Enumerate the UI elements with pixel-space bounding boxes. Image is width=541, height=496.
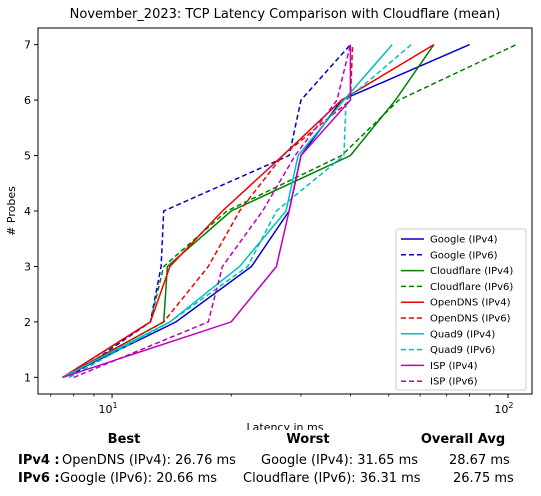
series-line-3: [62, 43, 517, 379]
x-tick-label: 102: [494, 401, 513, 416]
y-axis-label: # Probes: [5, 186, 18, 236]
summary-header-avg: Overall Avg: [420, 432, 506, 447]
x-axis-label: Latency in ms: [247, 421, 324, 430]
summary-row-ipv4-label: IPv4 :: [18, 453, 60, 468]
y-tick-label: 3: [24, 260, 31, 273]
legend-label-9: ISP (IPv6): [430, 377, 478, 388]
y-tick-label: 7: [24, 39, 31, 52]
summary-row-ipv6-worst: Cloudflare (IPv6): 36.31 ms: [243, 471, 421, 486]
legend-label-3: Cloudflare (IPv6): [430, 282, 513, 293]
series-line-2: [62, 44, 435, 379]
summary-row-ipv6-avg: 26.75 ms: [453, 471, 514, 486]
legend-label-0: Google (IPv4): [430, 235, 498, 246]
legend-label-5: OpenDNS (IPv6): [430, 314, 511, 325]
series-line-6: [62, 44, 393, 379]
legend-label-6: Quad9 (IPv4): [430, 329, 495, 340]
legend-label-8: ISP (IPv4): [430, 361, 478, 372]
series-line-9: [73, 44, 352, 379]
y-tick-label: 2: [24, 316, 31, 329]
summary-header-best: Best: [107, 432, 141, 447]
y-tick-label: 4: [24, 205, 31, 218]
summary-row-ipv6-best: Google (IPv6): 20.66 ms: [60, 471, 218, 486]
y-tick-label: 6: [24, 94, 31, 107]
x-tick-label: 101: [99, 401, 118, 416]
chart-title: November_2023: TCP Latency Comparison wi…: [70, 7, 501, 22]
series-line-4: [62, 43, 435, 379]
legend-label-7: Quad9 (IPv6): [430, 345, 495, 356]
y-tick-label: 5: [24, 150, 31, 163]
summary-row-ipv4-best: OpenDNS (IPv4): 26.76 ms: [62, 453, 236, 468]
series-line-7: [68, 44, 412, 379]
legend-label-4: OpenDNS (IPv4): [430, 298, 511, 309]
legend-label-1: Google (IPv6): [430, 250, 498, 261]
chart: November_2023: TCP Latency Comparison wi…: [5, 7, 533, 430]
summary-header-worst: Worst: [286, 432, 330, 447]
y-tick-label: 1: [24, 371, 31, 384]
series-line-5: [62, 44, 354, 379]
series-line-8: [62, 44, 352, 379]
summary-row-ipv4-worst: Google (IPv4): 31.65 ms: [261, 453, 419, 468]
summary-row-ipv6-label: IPv6 :: [18, 471, 60, 486]
legend-label-2: Cloudflare (IPv4): [430, 266, 513, 277]
legend-box: [395, 228, 527, 391]
legend: Google (IPv4) Google (IPv6) Cloudflare (IP…: [395, 228, 527, 391]
series-line-1: [68, 44, 351, 379]
summary-row-ipv4-avg: 28.67 ms: [449, 453, 510, 468]
